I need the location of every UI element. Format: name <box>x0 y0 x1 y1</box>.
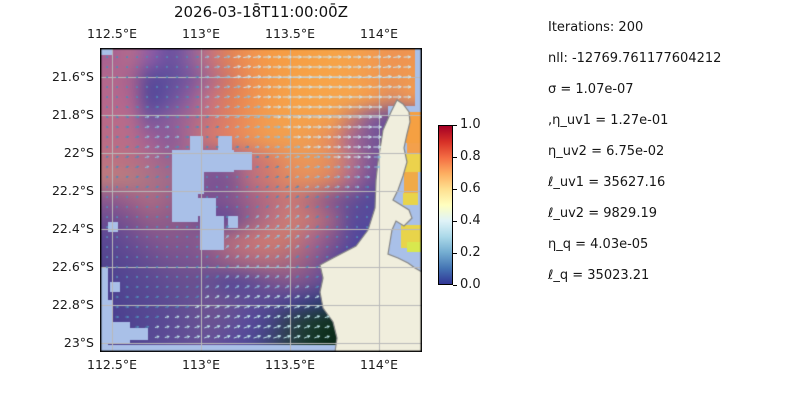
stats-line: nll: -12769.761177604212 <box>548 51 722 66</box>
stats-line: η_uv2 = 6.75e-02 <box>548 144 665 159</box>
colorbar-tick-label: 0.4 <box>460 213 481 228</box>
stats-line: σ = 1.07e-07 <box>548 82 634 97</box>
lon-tick-label: 114°E <box>359 26 398 41</box>
lon-tick-label: 113.5°E <box>265 26 315 41</box>
colorbar-tick-mark <box>453 124 457 126</box>
plot-title: 2026-03-18̄T11:00:00̄Z <box>174 3 348 21</box>
lat-tick-label: 22°S <box>63 145 94 160</box>
colorbar-tick-label: 0.8 <box>460 149 481 164</box>
lon-tick-label: 113°E <box>181 26 220 41</box>
stats-line: η_q = 4.03e-05 <box>548 237 649 252</box>
colorbar-tick-label: 0.2 <box>460 245 481 260</box>
lon-tick-label: 113°E <box>181 357 220 372</box>
colorbar-tick-mark <box>453 188 457 190</box>
lon-tick-label: 114°E <box>359 357 398 372</box>
lon-tick-label: 112.5°E <box>87 357 137 372</box>
colorbar-tick-label: 0.6 <box>460 181 481 196</box>
lat-tick-label: 22.8°S <box>51 297 94 312</box>
map-plot-area <box>100 48 422 356</box>
lat-tick-label: 22.4°S <box>51 221 94 236</box>
colorbar-tick-mark <box>453 156 457 158</box>
lat-tick-label: 21.8°S <box>51 107 94 122</box>
stats-line: ,η_uv1 = 1.27e-01 <box>548 113 669 128</box>
lon-tick-label: 112.5°E <box>87 26 137 41</box>
stats-line: ℓ_uv2 = 9829.19 <box>548 206 657 221</box>
lat-tick-label: 22.2°S <box>51 183 94 198</box>
lat-tick-label: 23°S <box>63 335 94 350</box>
colorbar-tick-mark <box>453 252 457 254</box>
lat-tick-label: 22.6°S <box>51 259 94 274</box>
colorbar-tick-mark <box>453 220 457 222</box>
lon-tick-label: 113.5°E <box>265 357 315 372</box>
stats-line: Iterations: 200 <box>548 20 644 35</box>
colorbar-tick-label: 1.0 <box>460 117 481 132</box>
colorbar-tick-label: 0.0 <box>460 277 481 292</box>
stats-line: ℓ_q = 35023.21 <box>548 268 650 283</box>
lat-tick-label: 21.6°S <box>51 69 94 84</box>
stats-line: ℓ_uv1 = 35627.16 <box>548 175 666 190</box>
colorbar-tick-mark <box>453 284 457 286</box>
heatmap-canvas <box>100 48 422 352</box>
colorbar <box>438 125 453 285</box>
stats-panel: Iterations: 200 nll: -12769.761177604212 σ… <box>548 12 721 291</box>
